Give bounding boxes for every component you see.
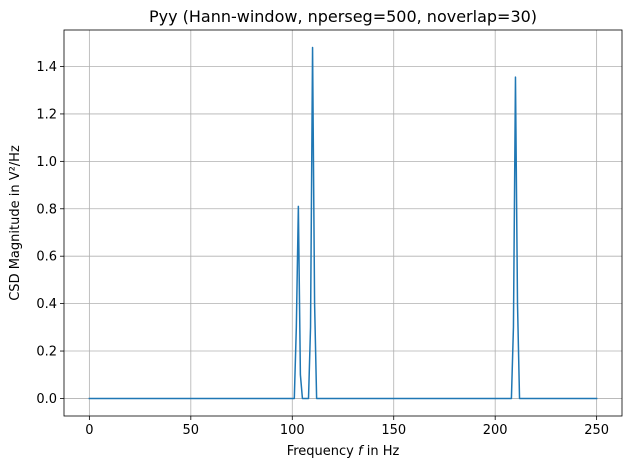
x-axis: 0 50 100 150 200 250 bbox=[85, 416, 609, 438]
x-tick-label: 200 bbox=[483, 423, 508, 438]
y-tick-label: 1.0 bbox=[36, 155, 57, 170]
x-tick-label: 100 bbox=[280, 423, 305, 438]
series-line bbox=[88, 46, 598, 400]
grid bbox=[64, 30, 622, 416]
y-axis-label: CSD Magnitude in V²/Hz bbox=[8, 145, 23, 301]
x-tick-label: 50 bbox=[183, 423, 200, 438]
y-tick-label: 1.4 bbox=[36, 60, 57, 75]
series-layer bbox=[88, 46, 598, 400]
x-tick-label: 150 bbox=[381, 423, 406, 438]
y-tick-label: 0.0 bbox=[36, 392, 57, 407]
y-axis: 0.0 0.2 0.4 0.6 0.8 1.0 1.2 1.4 bbox=[36, 60, 64, 407]
y-tick-label: 0.8 bbox=[36, 202, 57, 217]
y-tick-label: 0.6 bbox=[36, 250, 57, 265]
y-tick-label: 1.2 bbox=[36, 107, 57, 122]
y-tick-label: 0.2 bbox=[36, 345, 57, 360]
x-tick-label: 0 bbox=[85, 423, 93, 438]
x-axis-label: Frequency f in Hz bbox=[287, 444, 400, 459]
chart-title: Pyy (Hann-window, nperseg=500, noverlap=… bbox=[149, 7, 537, 26]
x-tick-label: 250 bbox=[584, 423, 609, 438]
y-tick-label: 0.4 bbox=[36, 297, 57, 312]
plot-frame bbox=[63, 29, 623, 417]
